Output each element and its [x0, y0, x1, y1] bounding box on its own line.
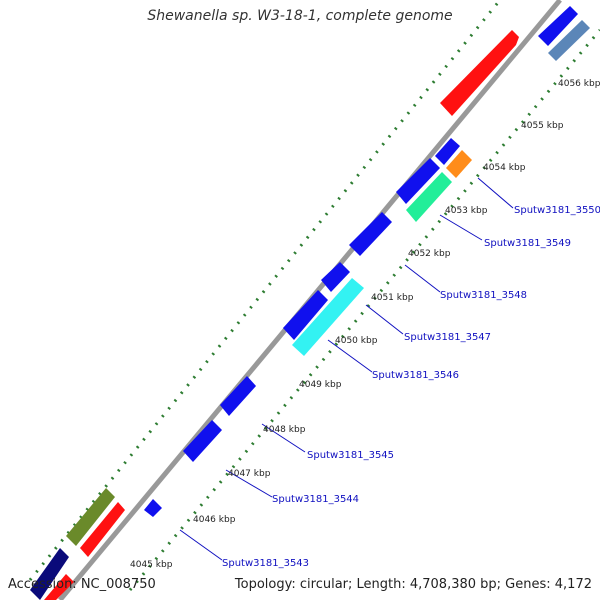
- gene-feature-blue[interactable]: [435, 138, 460, 165]
- gene-feature-cyan[interactable]: [292, 278, 364, 356]
- gene-feature-blue[interactable]: [396, 158, 440, 204]
- scale-label: 4045 kbp: [130, 560, 173, 570]
- genome-summary: Topology: circular; Length: 4,708,380 bp…: [234, 577, 592, 592]
- scale-label: 4053 kbp: [445, 206, 488, 216]
- forward-strand-genes: [30, 6, 590, 600]
- reverse-strand-genes: [144, 150, 472, 517]
- gene-label[interactable]: Sputw3181_3548: [440, 290, 527, 301]
- gene-feature-red[interactable]: [440, 30, 519, 116]
- scale-tick-track: [128, 29, 600, 591]
- gene-feature-blue[interactable]: [283, 290, 328, 340]
- gene-label[interactable]: Sputw3181_3549: [484, 238, 571, 249]
- gene-label[interactable]: Sputw3181_3545: [307, 450, 394, 461]
- scale-label: 4049 kbp: [299, 380, 342, 390]
- scale-label: 4047 kbp: [228, 469, 271, 479]
- gene-label[interactable]: Sputw3181_3544: [272, 494, 359, 505]
- gene-feature-teal[interactable]: [406, 172, 452, 222]
- scale-label: 4056 kbp: [558, 79, 600, 89]
- scale-label: 4050 kbp: [335, 336, 378, 346]
- gene-feature-blue[interactable]: [538, 6, 578, 46]
- accession-label: Accession: NC_008750: [8, 577, 156, 592]
- gene-feature-olive[interactable]: [66, 488, 115, 546]
- gene-label[interactable]: Sputw3181_3546: [372, 370, 459, 381]
- scale-label: 4048 kbp: [263, 425, 306, 435]
- scale-label: 4052 kbp: [408, 249, 451, 259]
- label-leaders: [179, 177, 514, 561]
- gene-label[interactable]: Sputw3181_3547: [404, 332, 491, 343]
- gene-feature-red[interactable]: [44, 574, 74, 600]
- gene-feature-blue[interactable]: [220, 376, 256, 416]
- gene-feature-blue[interactable]: [349, 212, 392, 256]
- gene-label[interactable]: Sputw3181_3550: [514, 205, 600, 216]
- gene-label[interactable]: Sputw3181_3543: [222, 558, 309, 569]
- gene-feature-navy[interactable]: [30, 548, 69, 600]
- gene-feature-red[interactable]: [80, 502, 125, 557]
- gene-feature-steel[interactable]: [548, 20, 590, 61]
- gene-feature-blue[interactable]: [321, 262, 350, 292]
- scale-label: 4051 kbp: [371, 293, 414, 303]
- scale-label: 4054 kbp: [483, 163, 526, 173]
- gene-feature-orange[interactable]: [446, 150, 472, 178]
- gene-feature-blue[interactable]: [183, 420, 222, 462]
- gene-feature-blue-small[interactable]: [144, 499, 162, 517]
- scale-label: 4046 kbp: [193, 515, 236, 525]
- scale-label: 4055 kbp: [521, 121, 564, 131]
- genome-title: Shewanella sp. W3-18-1, complete genome: [147, 8, 453, 24]
